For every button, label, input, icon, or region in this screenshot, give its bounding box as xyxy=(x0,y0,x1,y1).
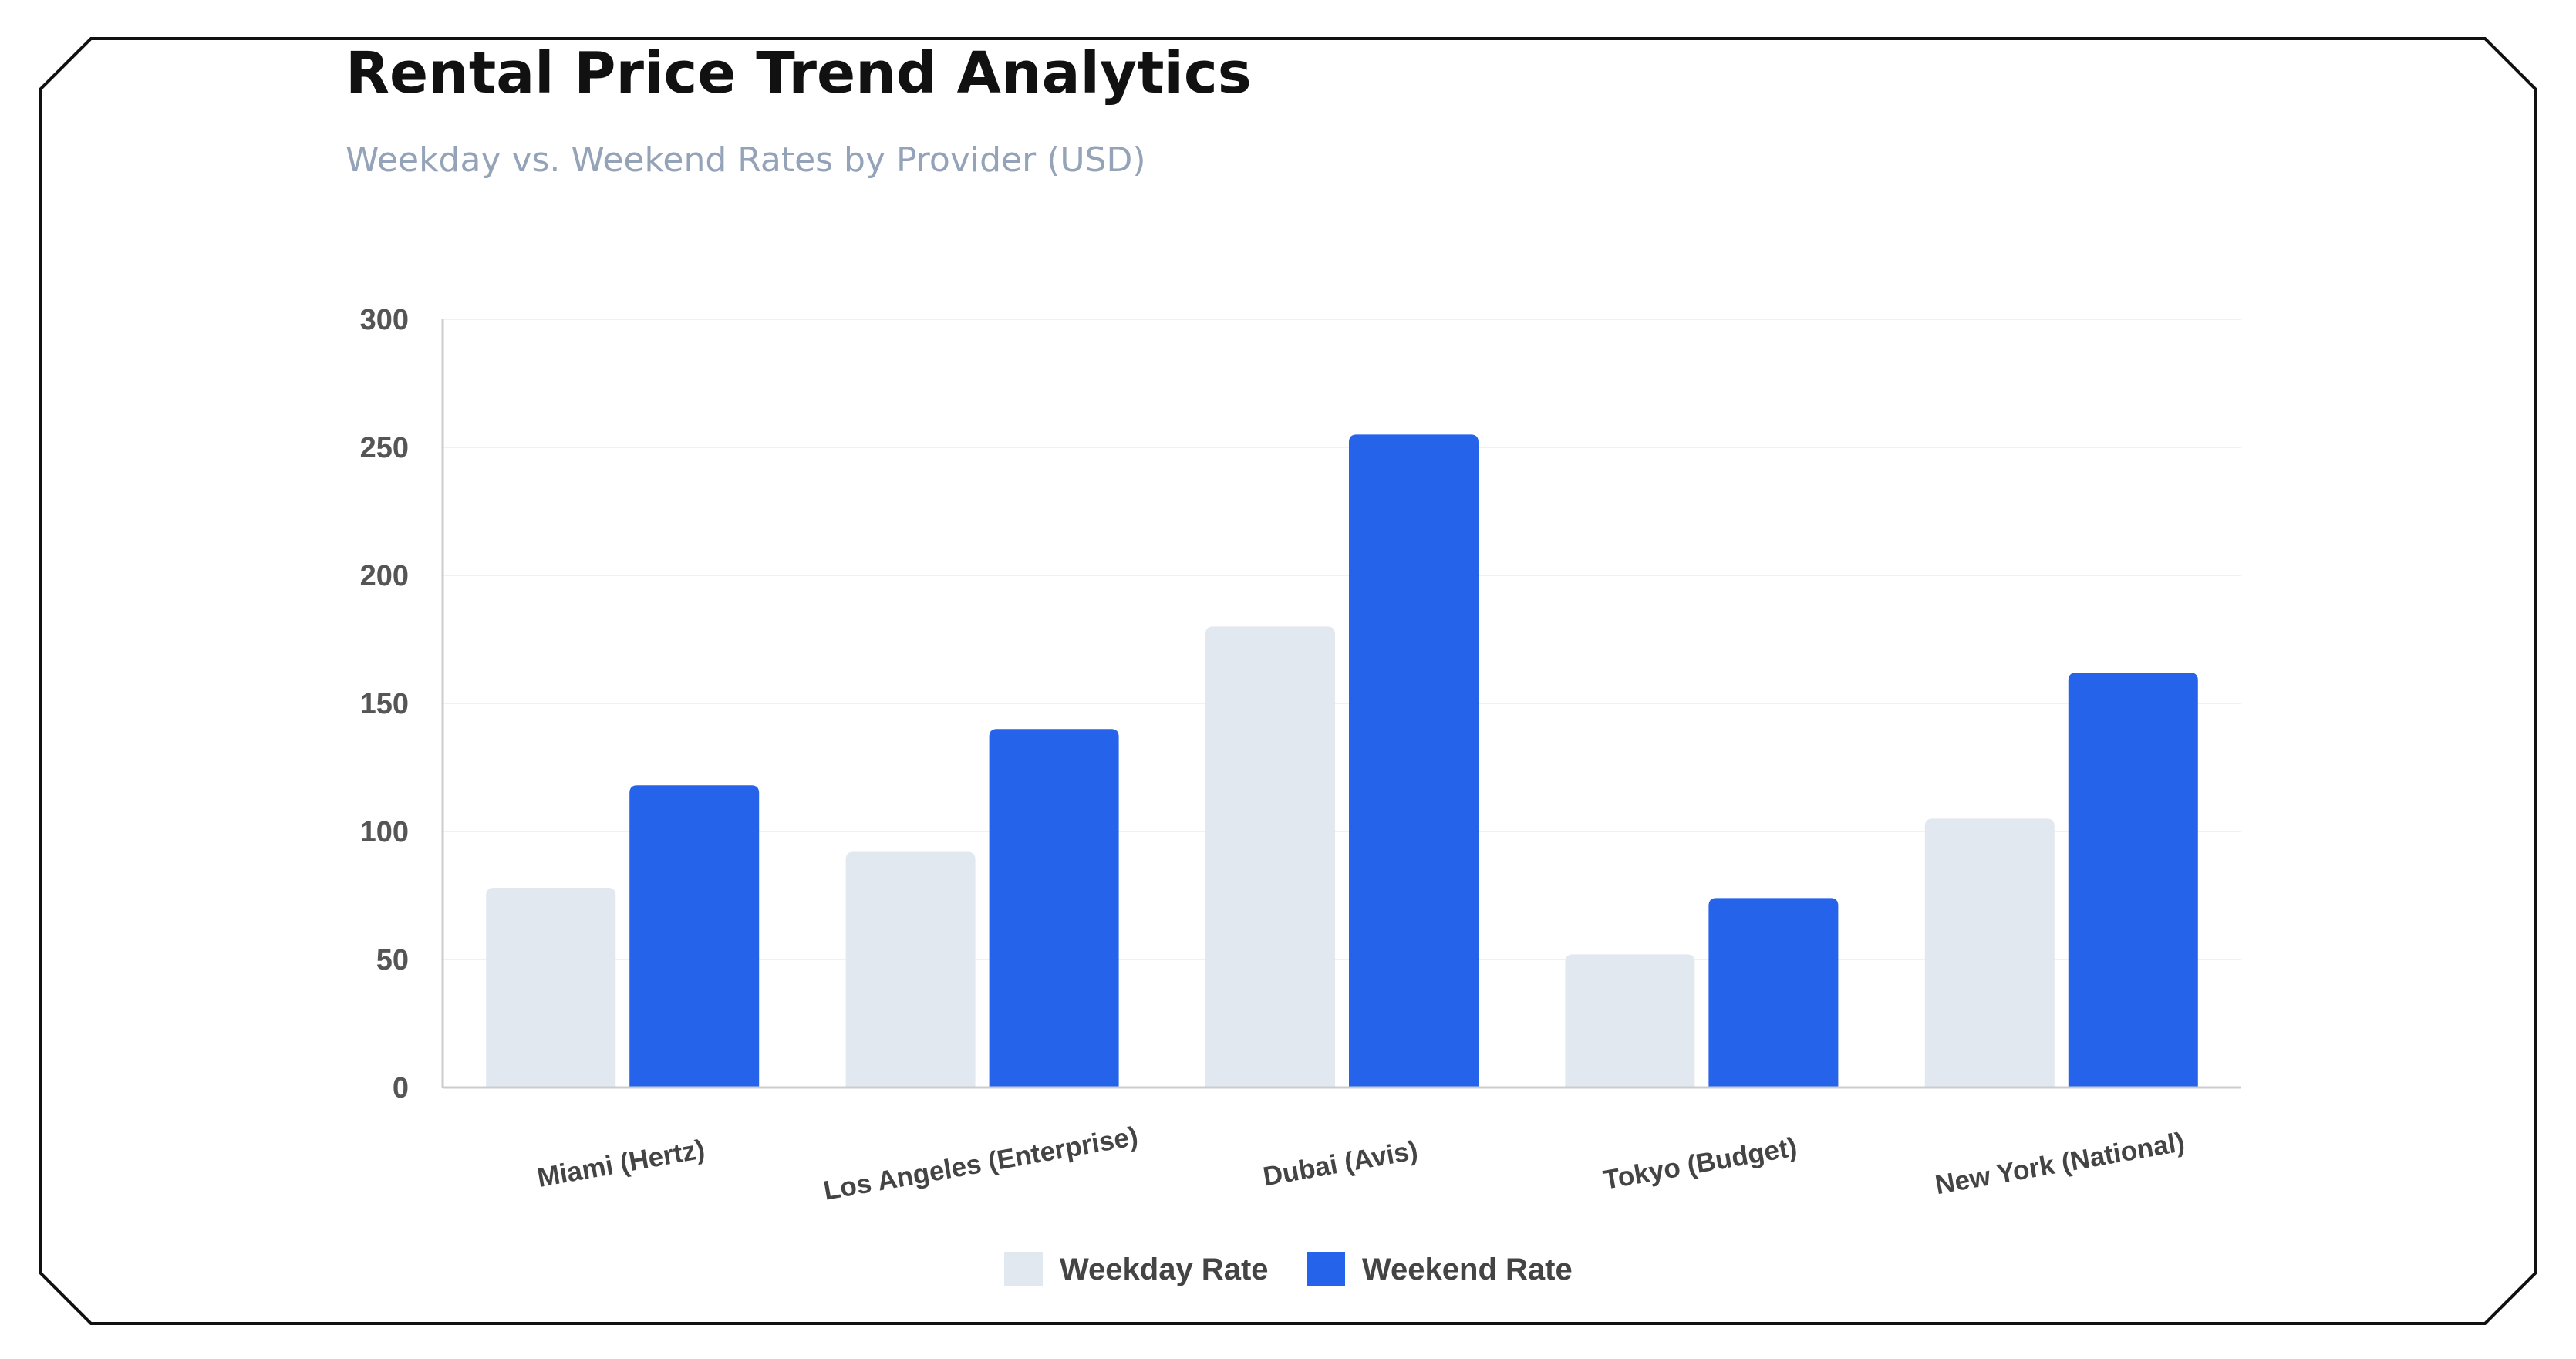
legend-item-weekday[interactable]: Weekday Rate xyxy=(1004,1252,1269,1286)
chart-title: Rental Price Trend Analytics xyxy=(346,40,1252,106)
y-tick-label: 100 xyxy=(360,816,409,848)
weekend-bar[interactable] xyxy=(2068,673,2198,1088)
legend-swatch xyxy=(1004,1252,1043,1286)
weekday-bar[interactable] xyxy=(1565,954,1695,1088)
x-axis-categories: Miami (Hertz) Los Angeles (Enterprise) Dub… xyxy=(535,1121,2187,1206)
bars xyxy=(486,434,2198,1088)
weekend-bar[interactable] xyxy=(989,729,1119,1088)
weekday-bar[interactable] xyxy=(1924,818,2055,1088)
weekday-bar[interactable] xyxy=(1205,626,1335,1088)
legend-item-weekend[interactable]: Weekend Rate xyxy=(1307,1252,1573,1286)
weekend-bar[interactable] xyxy=(629,785,760,1088)
x-category-label: Dubai (Avis) xyxy=(1261,1135,1421,1192)
y-tick-label: 250 xyxy=(360,432,409,464)
legend-label: Weekday Rate xyxy=(1060,1253,1269,1286)
x-category-label: New York (National) xyxy=(1933,1127,2187,1200)
axes xyxy=(441,319,2241,1089)
y-tick-label: 50 xyxy=(376,944,409,976)
x-category-label: Miami (Hertz) xyxy=(535,1134,707,1193)
y-tick-label: 300 xyxy=(360,304,409,336)
y-axis-ticks: 0 50 100 150 200 250 300 xyxy=(360,304,409,1104)
y-tick-label: 0 xyxy=(393,1072,409,1104)
legend-swatch xyxy=(1307,1252,1345,1286)
weekend-bar[interactable] xyxy=(1349,434,1479,1088)
x-category-label: Los Angeles (Enterprise) xyxy=(821,1121,1140,1206)
weekend-bar[interactable] xyxy=(1708,898,1839,1088)
x-category-label: Tokyo (Budget) xyxy=(1601,1131,1799,1195)
y-tick-label: 150 xyxy=(360,688,409,720)
weekday-bar[interactable] xyxy=(486,888,616,1088)
legend[interactable]: Weekday Rate Weekend Rate xyxy=(1004,1252,1573,1286)
weekday-bar[interactable] xyxy=(845,851,976,1088)
legend-label: Weekend Rate xyxy=(1362,1253,1573,1286)
y-tick-label: 200 xyxy=(360,560,409,592)
chart-subtitle: Weekday vs. Weekend Rates by Provider (U… xyxy=(346,140,1146,180)
